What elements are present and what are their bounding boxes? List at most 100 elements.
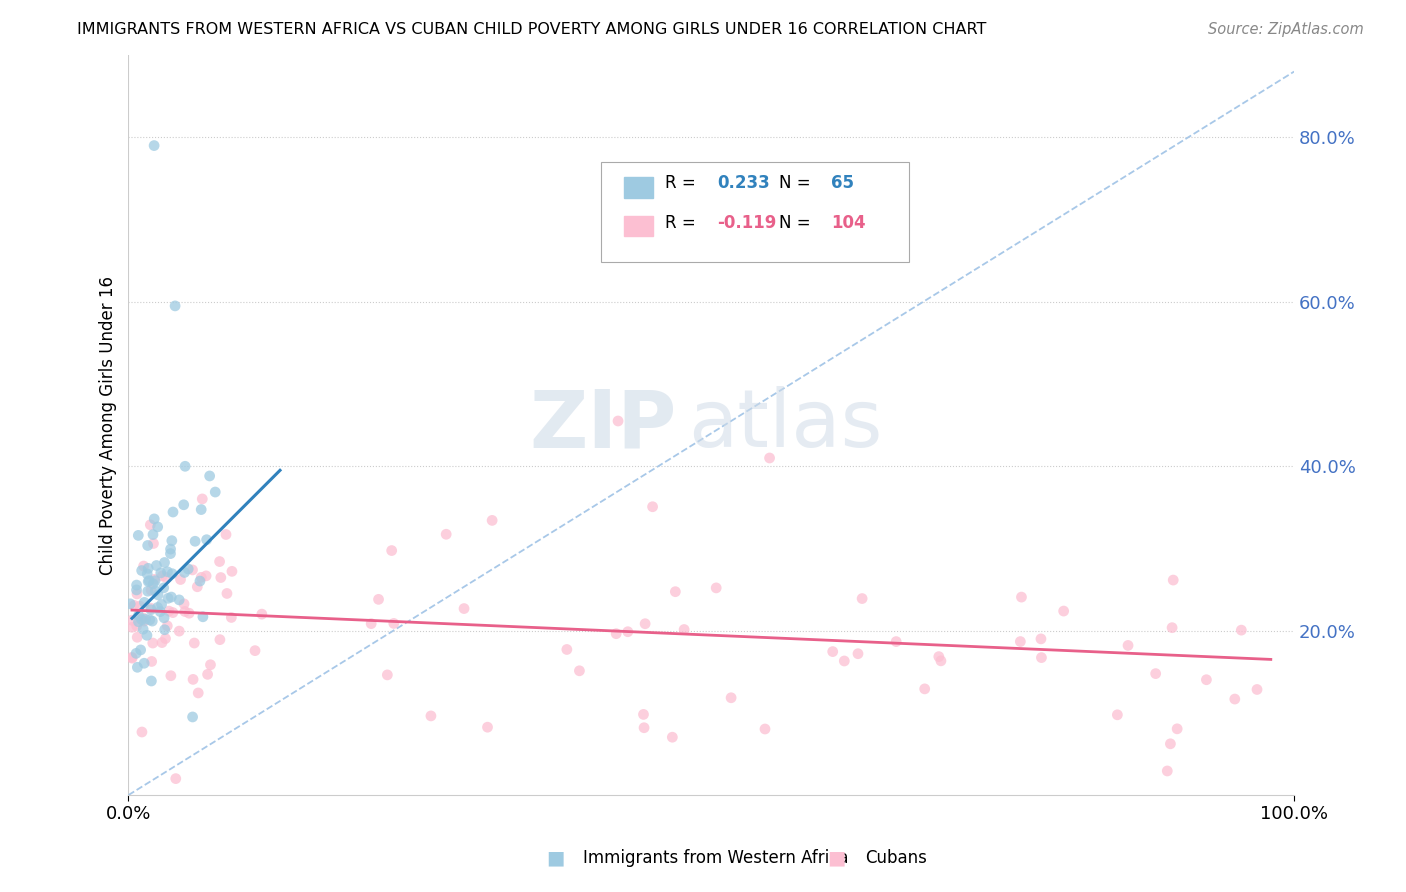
Point	[134, 614, 156, 628]
Point	[153, 611, 176, 625]
Point	[1195, 673, 1218, 687]
Point	[153, 556, 176, 570]
Point	[1159, 737, 1181, 751]
Point	[143, 574, 166, 588]
Point	[139, 601, 162, 615]
Point	[1029, 632, 1052, 646]
Point	[183, 636, 205, 650]
Point	[1053, 604, 1076, 618]
Point	[186, 580, 208, 594]
Text: ■: ■	[546, 848, 565, 867]
Point	[127, 660, 149, 674]
Point	[208, 632, 231, 647]
Text: R =: R =	[665, 214, 700, 232]
Point	[142, 527, 165, 541]
Point	[832, 654, 855, 668]
Point	[131, 564, 153, 578]
Point	[131, 611, 153, 625]
Point	[143, 584, 166, 599]
Point	[125, 587, 148, 601]
Point	[821, 644, 844, 658]
Point	[197, 667, 219, 681]
Point	[165, 772, 187, 786]
Point	[1166, 722, 1188, 736]
Point	[382, 616, 405, 631]
Point	[160, 669, 183, 683]
Point	[181, 710, 204, 724]
Point	[153, 623, 176, 637]
Point	[165, 299, 187, 313]
Point	[136, 566, 159, 581]
FancyBboxPatch shape	[600, 162, 910, 262]
Text: -0.119: -0.119	[717, 214, 776, 232]
Point	[188, 574, 211, 588]
Point	[131, 613, 153, 627]
Point	[1161, 573, 1184, 587]
Text: atlas: atlas	[688, 386, 883, 464]
Point	[419, 709, 441, 723]
Point	[221, 610, 243, 624]
Point	[173, 605, 195, 619]
Point	[367, 592, 389, 607]
Point	[155, 632, 177, 646]
Point	[1223, 692, 1246, 706]
Point	[851, 591, 873, 606]
Point	[157, 604, 180, 618]
Point	[453, 601, 475, 615]
Text: R =: R =	[665, 174, 700, 192]
Point	[758, 450, 780, 465]
Point	[138, 613, 160, 627]
Point	[149, 566, 172, 580]
Point	[181, 563, 204, 577]
Point	[243, 643, 266, 657]
Point	[127, 528, 149, 542]
Point	[146, 600, 169, 615]
Point	[914, 681, 936, 696]
Point	[127, 630, 149, 644]
Point	[131, 725, 153, 739]
Point	[136, 561, 159, 575]
Point	[149, 605, 172, 619]
Point	[160, 566, 183, 581]
Point	[641, 500, 664, 514]
Point	[1010, 634, 1032, 648]
Point	[884, 634, 907, 648]
Point	[381, 543, 404, 558]
Point	[661, 730, 683, 744]
Point	[156, 565, 179, 579]
Point	[568, 664, 591, 678]
Text: Cubans: Cubans	[865, 849, 927, 867]
Point	[209, 570, 232, 584]
Text: Immigrants from Western Africa: Immigrants from Western Africa	[583, 849, 849, 867]
Point	[177, 562, 200, 576]
Point	[173, 566, 195, 580]
Point	[159, 547, 181, 561]
Point	[160, 590, 183, 604]
Point	[121, 651, 143, 665]
Text: N =: N =	[779, 214, 815, 232]
Point	[129, 643, 152, 657]
Point	[1144, 666, 1167, 681]
Point	[191, 491, 214, 506]
Y-axis label: Child Poverty Among Girls Under 16: Child Poverty Among Girls Under 16	[100, 276, 117, 574]
Text: 0.233: 0.233	[717, 174, 770, 192]
Point	[132, 559, 155, 574]
Point	[360, 616, 382, 631]
Point	[121, 620, 143, 634]
Point	[617, 624, 640, 639]
Text: N =: N =	[779, 174, 815, 192]
Point	[190, 502, 212, 516]
Point	[122, 599, 145, 613]
Point	[142, 636, 165, 650]
Point	[120, 597, 142, 611]
Point	[142, 536, 165, 550]
Point	[208, 555, 231, 569]
Point	[673, 623, 696, 637]
Point	[375, 668, 398, 682]
Point	[167, 624, 190, 639]
Point	[138, 574, 160, 588]
Point	[250, 607, 273, 621]
Text: 104: 104	[831, 214, 866, 232]
Point	[204, 485, 226, 500]
Point	[167, 593, 190, 607]
